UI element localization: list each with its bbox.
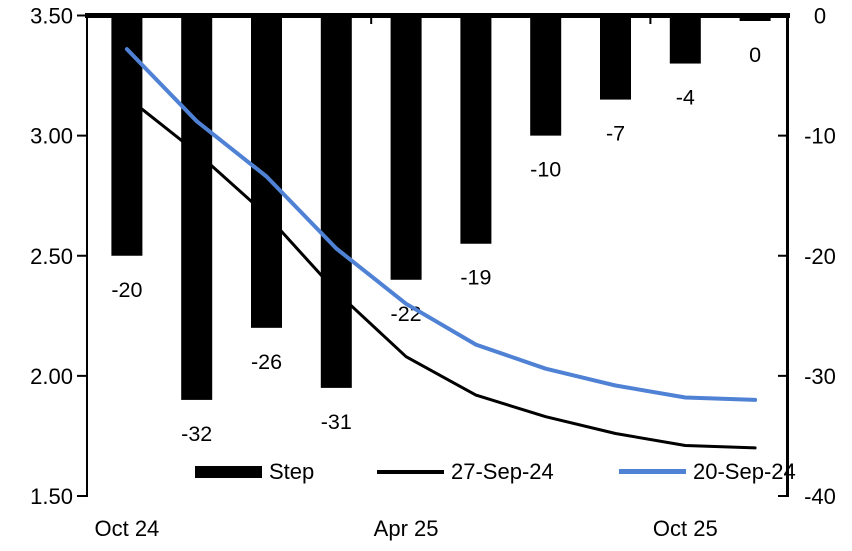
- left-axis-tick: [77, 254, 86, 257]
- step-bar: [181, 15, 213, 400]
- left-axis-tick: [77, 14, 86, 17]
- right-axis-tick-label: -10: [804, 124, 836, 149]
- right-axis-line: [786, 13, 789, 497]
- right-axis-tick: [778, 134, 786, 137]
- step-bar-value-label: -32: [181, 422, 212, 446]
- left-axis-tick-label: 3.50: [30, 4, 73, 29]
- step-bar-value-label: 0: [749, 43, 761, 67]
- line-swatch-20-sep-24: [619, 469, 686, 474]
- step-bar-value-label: -31: [321, 410, 352, 434]
- top-axis-tick: [370, 18, 373, 24]
- right-axis-tick-label: 0: [814, 4, 826, 29]
- step-bar: [530, 15, 562, 136]
- step-bar: [390, 15, 422, 280]
- step-bar: [460, 15, 492, 244]
- x-axis-label: Oct 24: [94, 516, 159, 541]
- left-axis-tick-label: 2.50: [30, 244, 73, 269]
- left-axis-tick: [77, 134, 86, 137]
- step-bar-value-label: -10: [530, 158, 561, 182]
- step-bar-value-label: -7: [606, 122, 625, 146]
- left-axis-tick: [77, 374, 86, 377]
- series-line-27-sep-24: [125, 95, 757, 450]
- legend-item-20-sep-24: 20-Sep-24: [619, 460, 796, 483]
- legend-label-27-sep-24: 27-Sep-24: [451, 459, 554, 484]
- x-axis-label: Oct 25: [653, 516, 718, 541]
- step-bar: [600, 15, 631, 100]
- left-axis-tick-label: 1.50: [30, 484, 73, 509]
- left-axis-line: [86, 13, 88, 497]
- right-axis-tick-label: -20: [804, 244, 836, 269]
- right-axis-tick-label: -40: [804, 484, 836, 509]
- x-axis-label: Apr 25: [374, 516, 439, 541]
- legend-item-step: Step: [195, 460, 314, 483]
- step-bar-swatch: [195, 465, 262, 478]
- right-axis-tick: [778, 495, 786, 497]
- line-swatch-27-sep-24: [377, 469, 444, 474]
- right-axis-tick: [778, 254, 786, 257]
- legend-label-step: Step: [269, 459, 315, 484]
- left-axis-tick-label: 3.00: [30, 124, 73, 149]
- series-line-20-sep-24: [124, 47, 758, 402]
- step-bar-value-label: -19: [460, 266, 491, 290]
- top-axis-tick: [649, 18, 652, 24]
- left-axis-tick-label: 2.00: [30, 364, 73, 389]
- right-axis-tick-label: -30: [804, 364, 836, 389]
- step-bar: [251, 15, 282, 328]
- step-bar-value-label: -26: [251, 350, 282, 374]
- right-axis-tick: [778, 374, 786, 377]
- step-bar: [111, 15, 143, 256]
- left-axis-tick: [77, 495, 86, 497]
- step-bar: [320, 15, 352, 388]
- step-bar-value-label: -4: [676, 86, 695, 110]
- step-bar-value-label: -20: [111, 278, 142, 302]
- legend-item-27-sep-24: 27-Sep-24: [377, 460, 554, 483]
- top-axis-line: [85, 13, 790, 18]
- legend-label-20-sep-24: 20-Sep-24: [693, 459, 796, 484]
- step-bar: [669, 15, 701, 64]
